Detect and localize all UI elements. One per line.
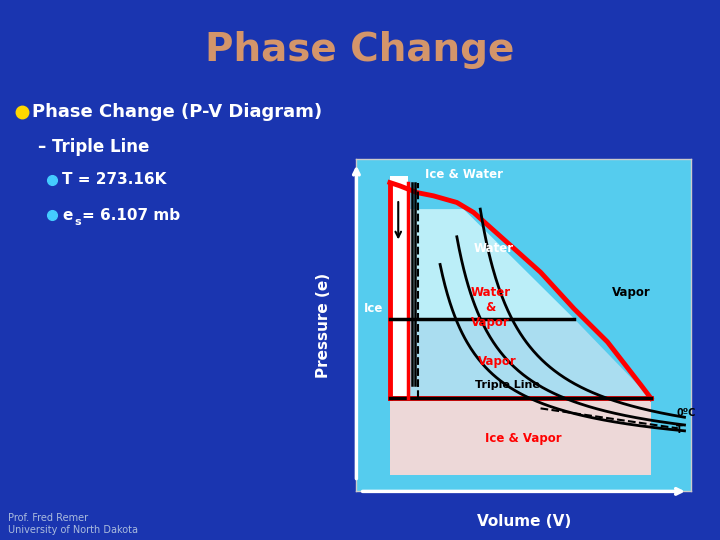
Text: 0ºC: 0ºC (676, 408, 696, 418)
Text: Vapor: Vapor (471, 315, 510, 328)
Text: – Triple Line: – Triple Line (38, 138, 149, 156)
Polygon shape (390, 176, 408, 399)
Polygon shape (390, 319, 651, 399)
Text: Phase Change (P-V Diagram): Phase Change (P-V Diagram) (32, 103, 322, 121)
Text: Phase Change: Phase Change (205, 31, 515, 69)
Text: Triple Line: Triple Line (474, 380, 539, 390)
Polygon shape (390, 399, 651, 475)
Text: e: e (62, 207, 73, 222)
Text: Water: Water (470, 286, 510, 299)
Text: T = 273.16K: T = 273.16K (62, 172, 166, 187)
Text: Ice: Ice (364, 302, 383, 315)
Text: &: & (485, 301, 495, 314)
Text: Prof. Fred Remer: Prof. Fred Remer (8, 513, 88, 523)
Text: Vapor: Vapor (477, 355, 516, 368)
Text: T: T (676, 425, 683, 435)
Text: Volume (V): Volume (V) (477, 514, 571, 529)
Text: University of North Dakota: University of North Dakota (8, 525, 138, 535)
Text: Ice & Water: Ice & Water (425, 168, 503, 181)
Text: s: s (74, 217, 81, 227)
Text: Vapor: Vapor (611, 286, 650, 299)
Text: = 6.107 mb: = 6.107 mb (82, 207, 180, 222)
Text: Pressure (e): Pressure (e) (317, 273, 331, 378)
Text: Water: Water (474, 242, 513, 255)
Polygon shape (390, 209, 574, 319)
Text: Ice & Vapor: Ice & Vapor (485, 432, 562, 445)
